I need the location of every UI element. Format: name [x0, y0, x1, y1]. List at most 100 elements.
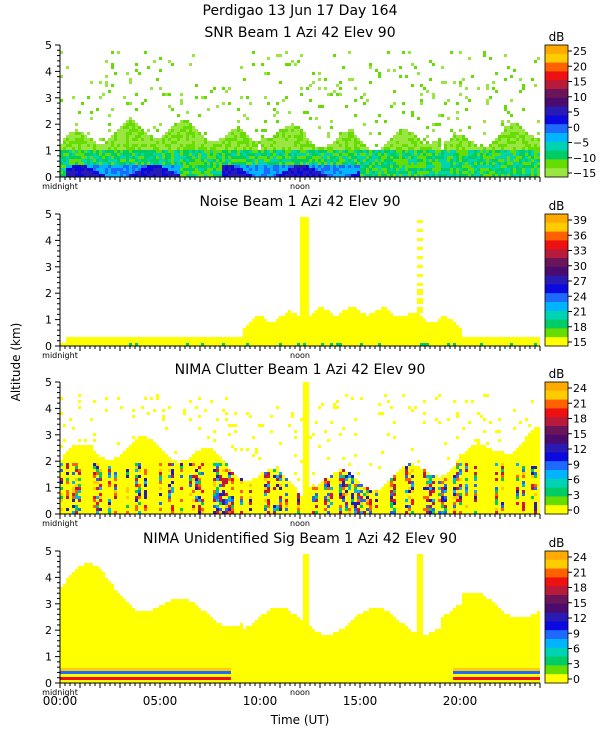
heatmap-cell	[219, 171, 222, 174]
heatmap-cell	[99, 463, 102, 466]
heatmap-cell	[402, 340, 405, 343]
heatmap-cell	[120, 475, 123, 478]
heatmap-cell	[177, 123, 180, 126]
heatmap-cell	[324, 340, 327, 343]
heatmap-cell	[321, 168, 324, 171]
heatmap-cell	[228, 174, 231, 177]
heatmap-cell	[450, 147, 453, 150]
heatmap-cell	[417, 334, 420, 337]
heatmap-cell	[483, 340, 486, 343]
heatmap-cell	[177, 340, 180, 343]
heatmap-cell	[255, 331, 258, 334]
colorbar-label: 10	[573, 91, 587, 104]
heatmap-cell	[399, 66, 402, 69]
heatmap-cell	[447, 322, 450, 325]
heatmap-cell	[315, 328, 318, 331]
heatmap-cell	[306, 241, 309, 244]
heatmap-cell	[168, 150, 171, 153]
heatmap-cell	[180, 463, 183, 466]
colorbar-swatch	[545, 302, 568, 312]
heatmap-cell	[219, 147, 222, 150]
heatmap-cell	[309, 322, 312, 325]
heatmap-cell	[72, 508, 75, 511]
heatmap-cell	[183, 463, 186, 466]
heatmap-cell	[300, 307, 303, 310]
heatmap-cell	[165, 156, 168, 159]
heatmap-cell	[336, 93, 339, 96]
heatmap-cell	[93, 472, 96, 475]
heatmap-cell	[504, 165, 507, 168]
heatmap-cell	[429, 331, 432, 334]
heatmap-cell	[396, 165, 399, 168]
heatmap-cell	[66, 484, 69, 487]
heatmap-cell	[408, 325, 411, 328]
heatmap-cell	[147, 448, 150, 451]
y-tick-label: 4	[45, 65, 52, 78]
heatmap-cell	[423, 150, 426, 153]
heatmap-cell	[306, 262, 309, 265]
heatmap-cell	[510, 75, 513, 78]
heatmap-cell	[306, 144, 309, 147]
heatmap-cell	[123, 466, 126, 469]
heatmap-cell	[135, 165, 138, 168]
heatmap-cell	[411, 331, 414, 334]
heatmap-cell	[408, 316, 411, 319]
heatmap-cell	[177, 511, 180, 514]
heatmap-cell	[75, 496, 78, 499]
heatmap-cell	[135, 135, 138, 138]
heatmap-cell	[381, 310, 384, 313]
heatmap-cell	[213, 156, 216, 159]
heatmap-cell	[234, 162, 237, 165]
heatmap-cell	[75, 463, 78, 466]
heatmap-cell	[180, 150, 183, 153]
heatmap-cell	[366, 337, 369, 340]
heatmap-cell	[183, 487, 186, 490]
heatmap-cell	[258, 174, 261, 177]
heatmap-cell	[327, 150, 330, 153]
heatmap-cell	[66, 150, 69, 153]
heatmap-cell	[399, 334, 402, 337]
heatmap-cell	[138, 162, 141, 165]
heatmap-cell	[276, 159, 279, 162]
heatmap-cell	[69, 499, 72, 502]
heatmap-cell	[420, 93, 423, 96]
heatmap-cell	[411, 319, 414, 322]
heatmap-cell	[87, 472, 90, 475]
heatmap-cell	[69, 150, 72, 153]
heatmap-cell	[144, 340, 147, 343]
heatmap-cell	[420, 319, 423, 322]
heatmap-cell	[387, 51, 390, 54]
heatmap-cell	[117, 129, 120, 132]
heatmap-cell	[405, 162, 408, 165]
heatmap-cell	[96, 508, 99, 511]
heatmap-cell	[147, 451, 150, 454]
heatmap-cell	[402, 322, 405, 325]
heatmap-cell	[114, 463, 117, 466]
heatmap-cell	[333, 168, 336, 171]
heatmap-cell	[204, 144, 207, 147]
heatmap-cell	[327, 156, 330, 159]
heatmap-cell	[210, 174, 213, 177]
heatmap-cell	[117, 171, 120, 174]
heatmap-cell	[423, 87, 426, 90]
heatmap-cell	[168, 105, 171, 108]
heatmap-cell	[519, 156, 522, 159]
heatmap-cell	[78, 478, 81, 481]
heatmap-cell	[99, 481, 102, 484]
heatmap-cell	[300, 241, 303, 244]
heatmap-cell	[150, 141, 153, 144]
heatmap-cell	[192, 454, 195, 457]
heatmap-cell	[129, 168, 132, 171]
heatmap-cell	[375, 337, 378, 340]
heatmap-cell	[519, 174, 522, 177]
heatmap-cell	[303, 313, 306, 316]
heatmap-cell	[318, 72, 321, 75]
heatmap-cell	[516, 141, 519, 144]
heatmap-cell	[231, 156, 234, 159]
heatmap-cell	[192, 487, 195, 490]
heatmap-cell	[102, 337, 105, 340]
heatmap-cell	[348, 165, 351, 168]
heatmap-cell	[351, 144, 354, 147]
heatmap-cell	[210, 147, 213, 150]
heatmap-cell	[288, 331, 291, 334]
